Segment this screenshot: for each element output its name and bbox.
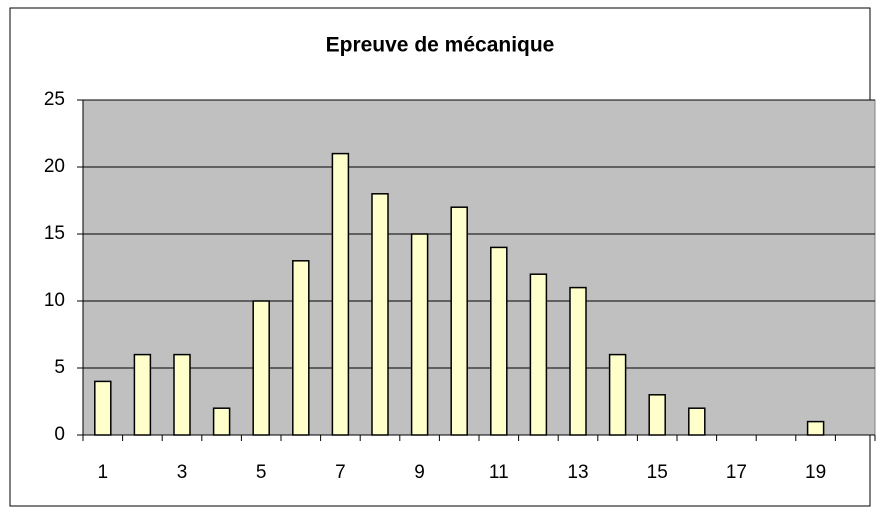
chart-title: Epreuve de mécanique: [326, 34, 555, 57]
bar: [648, 394, 666, 436]
x-tick-label: 1: [98, 462, 109, 483]
bar: [331, 152, 350, 436]
x-tick-label: 19: [805, 462, 826, 483]
bar: [252, 300, 270, 436]
x-tick-label: 5: [256, 462, 267, 483]
bar: [806, 420, 825, 436]
y-tick-label: 15: [44, 223, 65, 244]
x-tick-label: 15: [647, 462, 668, 483]
x-tick-label: 17: [726, 462, 747, 483]
x-tick-label: 13: [567, 462, 588, 483]
plot-area: [82, 99, 876, 436]
y-tick-label: 20: [44, 156, 65, 177]
x-tick-label: 7: [335, 462, 346, 483]
y-tick-label: 10: [44, 290, 65, 311]
bar: [608, 353, 627, 436]
y-tick-label: 0: [54, 424, 65, 445]
x-tick-label: 3: [177, 462, 188, 483]
bar: [173, 353, 191, 436]
bar: [688, 407, 706, 436]
y-tick-label: 5: [54, 357, 65, 378]
bar: [490, 246, 508, 436]
bar: [94, 380, 112, 436]
bar: [133, 353, 152, 436]
bar: [410, 233, 429, 436]
bar: [292, 260, 310, 436]
bar: [371, 193, 389, 436]
x-tick-label: 11: [489, 462, 509, 483]
y-tick-label: 25: [44, 89, 65, 110]
bar: [569, 286, 587, 436]
bar: [212, 407, 231, 436]
bar: [450, 206, 468, 436]
bar: [529, 273, 548, 436]
x-tick-label: 9: [414, 462, 425, 483]
